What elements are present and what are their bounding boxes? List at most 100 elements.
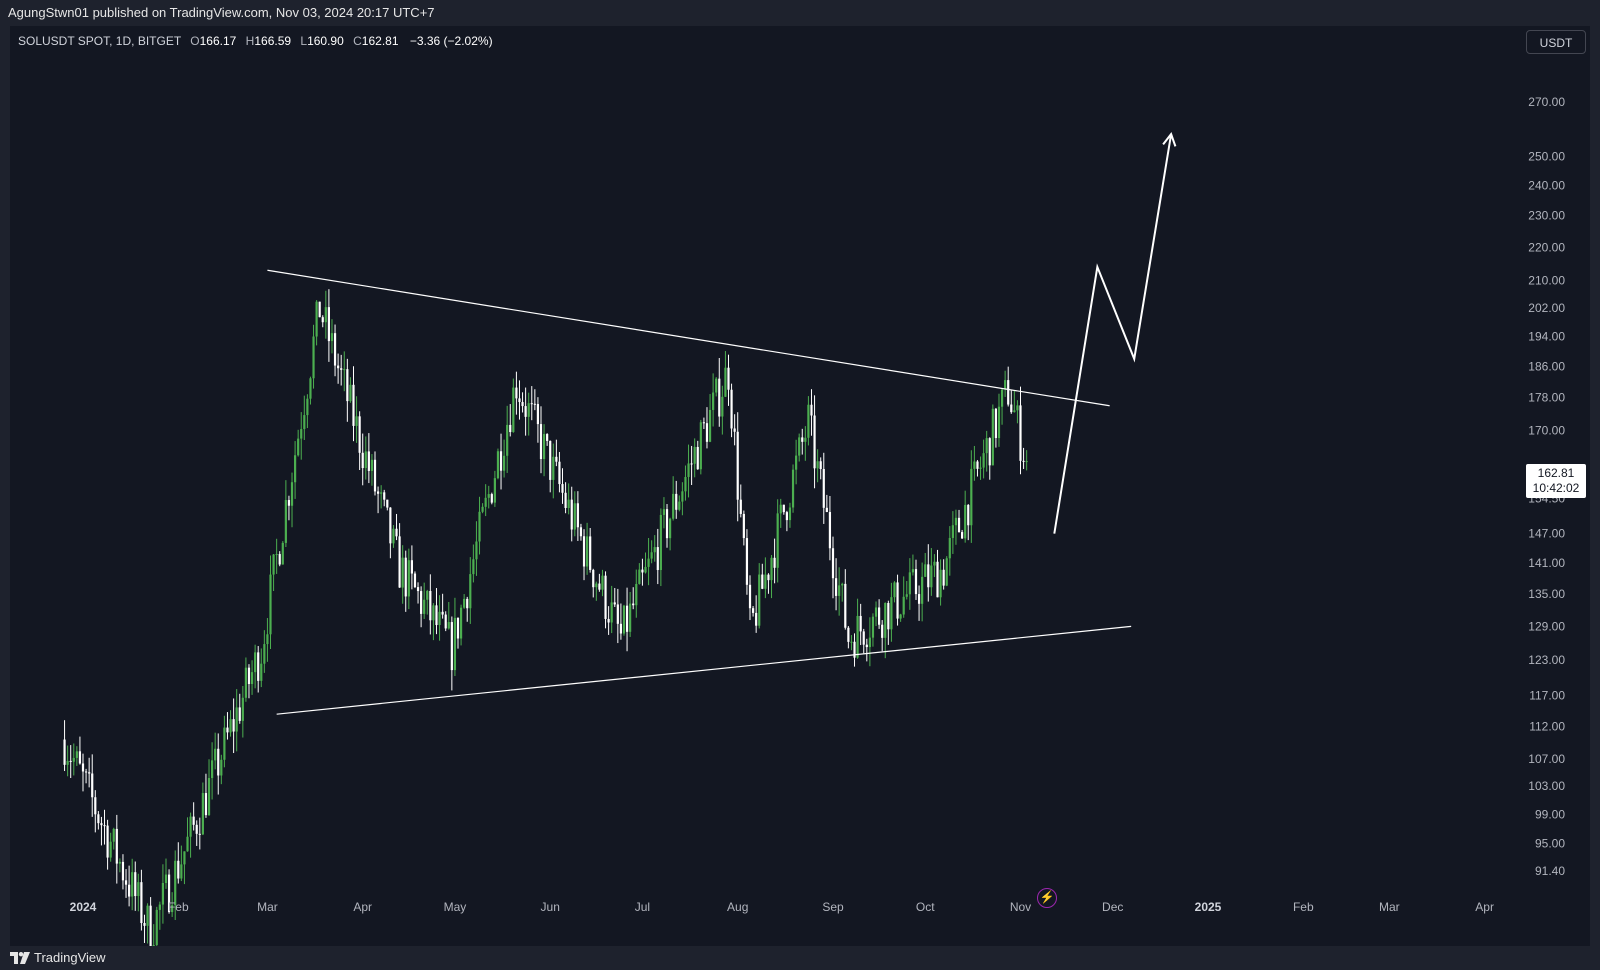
candle-body xyxy=(911,569,915,573)
candle-body xyxy=(675,493,678,510)
time-tick-label: Apr xyxy=(1475,900,1494,914)
candle-body xyxy=(266,634,269,645)
candle-body xyxy=(705,423,709,442)
brand-name: TradingView xyxy=(34,950,106,965)
price-tick-label: 129.00 xyxy=(1528,619,1565,633)
candle-body xyxy=(859,615,862,632)
candle-body xyxy=(272,554,275,575)
candle-body xyxy=(539,424,543,460)
price-tick-label: 135.00 xyxy=(1528,587,1565,601)
candle-body xyxy=(668,518,672,539)
price-tick-label: 95.00 xyxy=(1535,837,1565,851)
candle-body xyxy=(604,575,607,619)
time-tick-label: Aug xyxy=(727,900,748,914)
candle-body xyxy=(779,504,782,514)
candle-body xyxy=(828,512,832,549)
price-chart[interactable]: 270.00 250.00 240.00 230.00 220.00 210.00 202.… xyxy=(10,26,1590,946)
candle-body xyxy=(795,455,798,470)
candle-body xyxy=(370,459,374,471)
candle-body xyxy=(770,557,773,581)
bar-countdown: 10:42:02 xyxy=(1532,481,1580,495)
candle-body xyxy=(638,569,641,584)
candle-body xyxy=(933,561,936,566)
candle-body xyxy=(84,771,88,773)
candle-body xyxy=(297,438,300,456)
candle-body xyxy=(985,438,988,454)
candle-body xyxy=(106,825,109,858)
candle-body xyxy=(395,528,398,537)
candle-body xyxy=(1016,405,1019,411)
candle-body xyxy=(629,603,632,632)
candle-body xyxy=(834,578,838,596)
price-tick-label: 178.00 xyxy=(1528,391,1565,405)
candle-body xyxy=(118,861,121,864)
candle-body xyxy=(456,617,460,639)
candle-body xyxy=(124,880,128,885)
candle-body xyxy=(303,415,306,430)
candle-body xyxy=(610,602,613,623)
currency-button[interactable]: USDT xyxy=(1526,30,1586,54)
candle-body xyxy=(773,557,776,568)
candle-body xyxy=(960,532,964,539)
candle-body xyxy=(804,437,807,442)
candle-body xyxy=(948,537,951,559)
candle-body xyxy=(441,611,444,615)
close-label: C xyxy=(353,34,362,48)
candle-body xyxy=(429,590,432,621)
candle-body xyxy=(207,778,211,816)
candle-body xyxy=(423,599,426,614)
candle-body xyxy=(542,434,546,460)
candle-body xyxy=(924,564,927,577)
candle-body xyxy=(807,404,810,438)
lightning-icon[interactable]: ⚡ xyxy=(1037,888,1057,908)
candle-body xyxy=(656,547,659,571)
candle-body xyxy=(383,492,386,500)
chart-pane[interactable]: 270.00 250.00 240.00 230.00 220.00 210.00 202.… xyxy=(10,26,1590,946)
tradingview-logo[interactable]: TradingView xyxy=(10,946,106,970)
candle-body xyxy=(733,428,736,432)
open-value: 166.17 xyxy=(199,34,237,48)
candle-body xyxy=(81,763,85,772)
candle-body xyxy=(1013,410,1016,413)
candle-body xyxy=(78,751,82,764)
candle-body xyxy=(964,504,967,539)
close-value: 162.81 xyxy=(361,34,399,48)
price-tick-label: 141.00 xyxy=(1528,556,1565,570)
price-tick-label: 250.00 xyxy=(1528,149,1565,163)
candle-body xyxy=(293,455,297,483)
candle-body xyxy=(333,333,337,366)
candle-body xyxy=(748,584,752,609)
candle-body xyxy=(641,569,644,573)
candle-body xyxy=(871,616,875,638)
candle-body xyxy=(874,607,878,617)
candle-body xyxy=(463,598,466,608)
candlestick-series xyxy=(63,289,1028,946)
candle-body xyxy=(533,403,536,405)
candle-body xyxy=(908,572,911,595)
candle-body xyxy=(997,406,1001,439)
candle-body xyxy=(376,491,380,494)
candle-body xyxy=(155,909,158,946)
candle-body xyxy=(712,392,715,410)
candle-body xyxy=(75,751,78,758)
candle-body xyxy=(878,607,881,625)
candle-body xyxy=(134,872,137,897)
candle-body xyxy=(318,301,321,318)
high-value: 166.59 xyxy=(254,34,292,48)
projection-path xyxy=(1053,133,1173,534)
candle-body xyxy=(622,605,626,634)
candle-body xyxy=(939,569,942,598)
candle-body xyxy=(579,527,583,537)
candle-body xyxy=(936,561,939,598)
time-tick-label: Jul xyxy=(635,900,650,914)
symbol-legend: SOLUSDT SPOT, 1D, BITGET O166.17 H166.59… xyxy=(18,34,493,48)
candle-body xyxy=(444,614,447,629)
candle-body xyxy=(309,378,312,399)
candle-body xyxy=(174,860,177,906)
candle-body xyxy=(739,499,742,514)
candle-body xyxy=(573,503,576,530)
candle-body xyxy=(567,499,570,508)
candle-body xyxy=(404,557,407,597)
candle-body xyxy=(991,408,994,466)
candle-body xyxy=(238,707,241,721)
